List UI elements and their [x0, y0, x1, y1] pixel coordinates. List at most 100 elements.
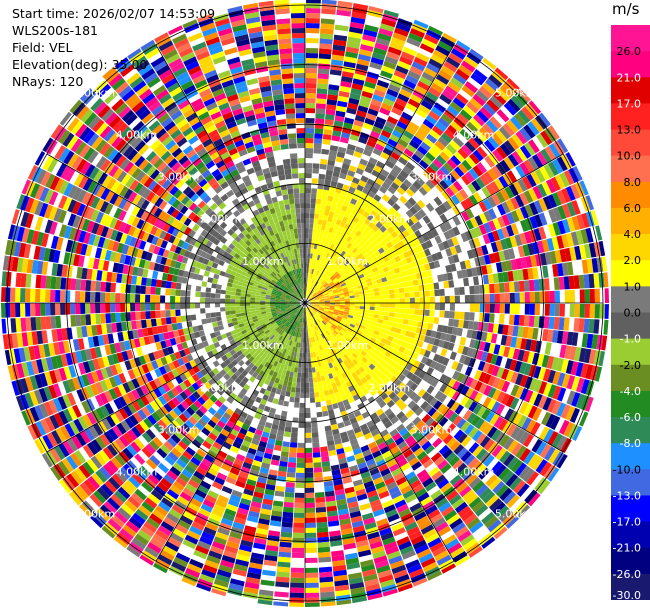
range-gate: [387, 46, 402, 56]
range-gate: [454, 287, 460, 296]
range-gate: [327, 248, 333, 254]
range-gate: [396, 186, 406, 196]
range-gate: [238, 48, 252, 57]
range-gate: [446, 238, 455, 248]
range-gate: [224, 47, 238, 56]
range-gate: [346, 107, 357, 115]
range-gate: [292, 377, 297, 383]
range-gate: [212, 321, 218, 328]
range-gate: [271, 84, 283, 91]
range-gate: [322, 134, 332, 140]
range-gate: [421, 256, 429, 265]
range-gate: [302, 342, 305, 348]
range-gate: [495, 240, 503, 252]
range-gate: [204, 69, 218, 79]
range-gate: [245, 226, 253, 233]
range-gate: [345, 254, 351, 261]
range-gate: [268, 219, 275, 226]
range-gate: [309, 299, 315, 302]
range-gate: [386, 88, 399, 98]
range-gate: [195, 291, 201, 298]
range-gate: [333, 212, 339, 219]
range-gate: [221, 168, 230, 177]
range-gate: [307, 248, 311, 254]
range-gate: [202, 27, 217, 37]
range-gate: [259, 4, 275, 12]
range-gate: [294, 269, 298, 275]
range-gate: [419, 43, 435, 54]
range-gate: [400, 152, 411, 162]
range-gate: [331, 287, 337, 291]
range-gate: [305, 203, 311, 209]
range-gate: [290, 432, 298, 438]
range-gate: [432, 172, 443, 183]
range-gate: [372, 239, 379, 247]
range-gate: [343, 158, 352, 166]
range-gate: [380, 151, 390, 161]
range-gate: [284, 256, 289, 262]
range-gate: [125, 312, 131, 322]
range-gate: [277, 28, 291, 35]
range-gate: [280, 252, 285, 259]
range-gate: [528, 279, 535, 292]
range-gate: [483, 171, 494, 184]
range-gate: [358, 100, 370, 108]
range-gate: [240, 296, 246, 300]
range-gate: [481, 244, 489, 256]
range-gate: [308, 263, 312, 269]
range-gate: [514, 292, 520, 303]
range-gate: [333, 279, 339, 284]
range-gate: [399, 182, 409, 192]
range-gate: [425, 179, 436, 190]
range-gate: [323, 251, 328, 258]
range-gate: [564, 247, 572, 262]
range-gate: [318, 249, 322, 256]
range-gate: [356, 110, 367, 118]
range-gate: [221, 37, 236, 46]
range-gate: [291, 238, 296, 245]
range-gate: [364, 144, 375, 153]
range-gate: [281, 410, 288, 417]
range-gate: [311, 258, 315, 264]
range-gate: [476, 162, 487, 174]
range-gate: [515, 208, 525, 221]
range-gate: [177, 99, 190, 110]
range-gate: [314, 477, 324, 483]
range-gate: [306, 288, 308, 294]
range-gate: [291, 259, 295, 265]
range-gate: [264, 146, 273, 154]
range-gate: [267, 59, 280, 66]
range-gate: [75, 303, 81, 315]
range-gate: [337, 242, 344, 249]
range-gate: [305, 248, 308, 254]
range-gate: [144, 72, 158, 84]
range-gate: [347, 285, 353, 290]
range-gate: [417, 258, 424, 266]
range-gate: [308, 278, 311, 284]
range-gates: [1, 0, 609, 607]
range-gate: [365, 76, 378, 85]
range-gate: [257, 153, 267, 161]
range-gate: [433, 102, 447, 113]
range-gate: [320, 287, 326, 292]
range-gate: [309, 392, 315, 398]
range-gate: [541, 181, 552, 196]
range-gate: [313, 467, 323, 473]
range-gate: [515, 258, 523, 270]
range-gate: [250, 41, 265, 49]
range-gate: [246, 21, 262, 29]
range-gate: [355, 243, 362, 250]
range-gate: [449, 184, 459, 195]
range-gate: [417, 80, 430, 91]
range-gate: [279, 536, 292, 543]
range-gate: [301, 367, 305, 373]
range-gate: [306, 273, 309, 279]
range-gate: [547, 194, 558, 208]
range-gate: [210, 83, 223, 93]
range-gate: [373, 194, 382, 202]
range-gate: [373, 89, 386, 98]
range-gate: [570, 184, 581, 200]
range-gate: [350, 198, 358, 205]
range-gate: [258, 0, 274, 7]
range-gate: [306, 23, 320, 29]
